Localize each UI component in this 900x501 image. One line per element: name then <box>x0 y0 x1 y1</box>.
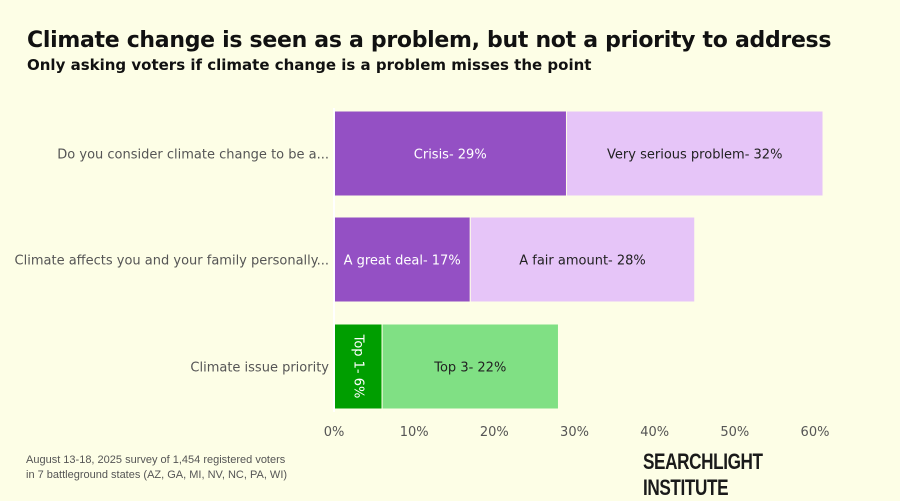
category-label: Climate issue priority <box>190 361 329 376</box>
footnote: August 13-18, 2025 survey of 1,454 regis… <box>26 453 287 483</box>
footnote-line-2: in 7 battleground states (AZ, GA, MI, NV… <box>26 469 288 481</box>
x-tick-label: 10% <box>400 425 429 440</box>
bar-segment <box>381 323 559 410</box>
x-tick-label: 60% <box>801 425 830 440</box>
searchlight-logo: SEARCHLIGHT INSTITUTE <box>643 449 763 500</box>
x-tick-label: 50% <box>720 425 749 440</box>
bar-segment <box>333 323 383 410</box>
x-tick-label: 30% <box>560 425 589 440</box>
x-tick-label: 0% <box>324 425 345 440</box>
category-label: Climate affects you and your family pers… <box>15 254 329 269</box>
bar-segment <box>469 216 696 303</box>
bar-segment <box>333 110 567 197</box>
x-tick-label: 40% <box>640 425 669 440</box>
chart-subtitle: Only asking voters if climate change is … <box>27 56 592 74</box>
x-tick-label: 20% <box>480 425 509 440</box>
bar-segment <box>565 110 824 197</box>
category-label: Do you consider climate change to be a..… <box>57 148 329 163</box>
bar-data-label: A fair amount- 28% <box>519 254 646 269</box>
bar-data-label: Very serious problem- 32% <box>607 148 782 163</box>
bar-data-label: Crisis- 29% <box>414 148 487 163</box>
bar-data-label: Top 3- 22% <box>433 361 506 376</box>
chart-title: Climate change is seen as a problem, but… <box>27 28 832 53</box>
footnote-line-1: August 13-18, 2025 survey of 1,454 regis… <box>26 454 286 466</box>
bar-segment <box>333 216 471 303</box>
bar-data-label: Top 1- 6% <box>351 334 366 399</box>
bar-data-label: A great deal- 17% <box>344 254 461 269</box>
